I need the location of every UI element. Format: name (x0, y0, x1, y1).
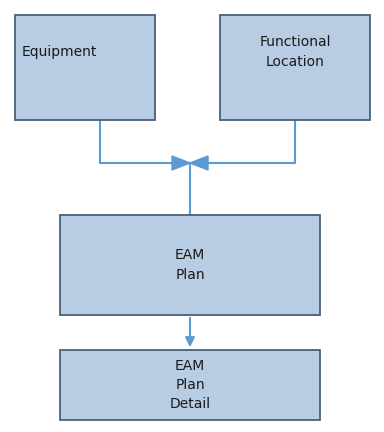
Polygon shape (172, 156, 190, 170)
Text: Functional
Location: Functional Location (259, 35, 331, 69)
Bar (220, 15, 370, 120)
Polygon shape (190, 156, 208, 170)
Text: EAM
Plan: EAM Plan (175, 248, 205, 282)
Text: Equipment: Equipment (22, 45, 98, 59)
Bar (60, 350, 320, 420)
Bar (60, 215, 320, 315)
Bar (15, 15, 155, 120)
Text: EAM
Plan
Detail: EAM Plan Detail (169, 359, 210, 412)
